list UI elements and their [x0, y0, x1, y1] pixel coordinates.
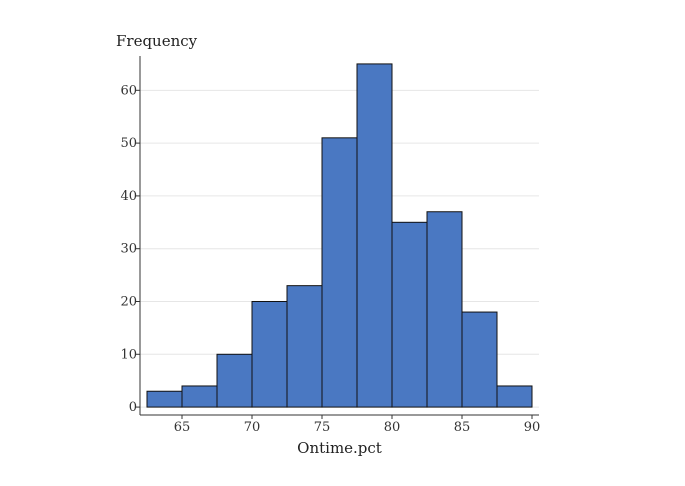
histogram-bar [321, 137, 358, 408]
y-tick-label: 20 [120, 294, 137, 309]
y-tick-label: 0 [129, 400, 137, 415]
y-tick-label: 40 [120, 189, 137, 204]
histogram-bar [251, 300, 288, 408]
x-tick-label: 65 [174, 420, 191, 435]
y-tick-label: 60 [120, 83, 137, 98]
y-ticks: 0 10 20 30 40 50 60 [120, 83, 140, 415]
histogram-bar [461, 311, 498, 408]
y-tick-label: 50 [120, 136, 137, 151]
x-tick-label: 85 [454, 420, 471, 435]
histogram-bar [146, 390, 183, 408]
histogram-bar [426, 211, 463, 408]
y-tick-label: 10 [120, 347, 137, 362]
y-tick-label: 30 [120, 242, 137, 257]
histogram-bar [181, 385, 218, 408]
histogram-bar [216, 353, 253, 408]
histogram-bar [286, 285, 323, 408]
x-tick-label: 75 [314, 420, 331, 435]
histogram-bars [146, 63, 533, 408]
histogram-bar [391, 221, 428, 408]
histogram-bar [496, 385, 533, 408]
x-tick-label: 90 [524, 420, 541, 435]
x-tick-label: 70 [244, 420, 261, 435]
x-tick-label: 80 [384, 420, 401, 435]
histogram-bar [356, 63, 393, 408]
x-axis-title: Ontime.pct [297, 439, 382, 457]
axes [139, 56, 539, 416]
x-ticks: 65 70 75 80 85 90 [174, 415, 541, 435]
y-axis-title: Frequency [116, 32, 198, 50]
